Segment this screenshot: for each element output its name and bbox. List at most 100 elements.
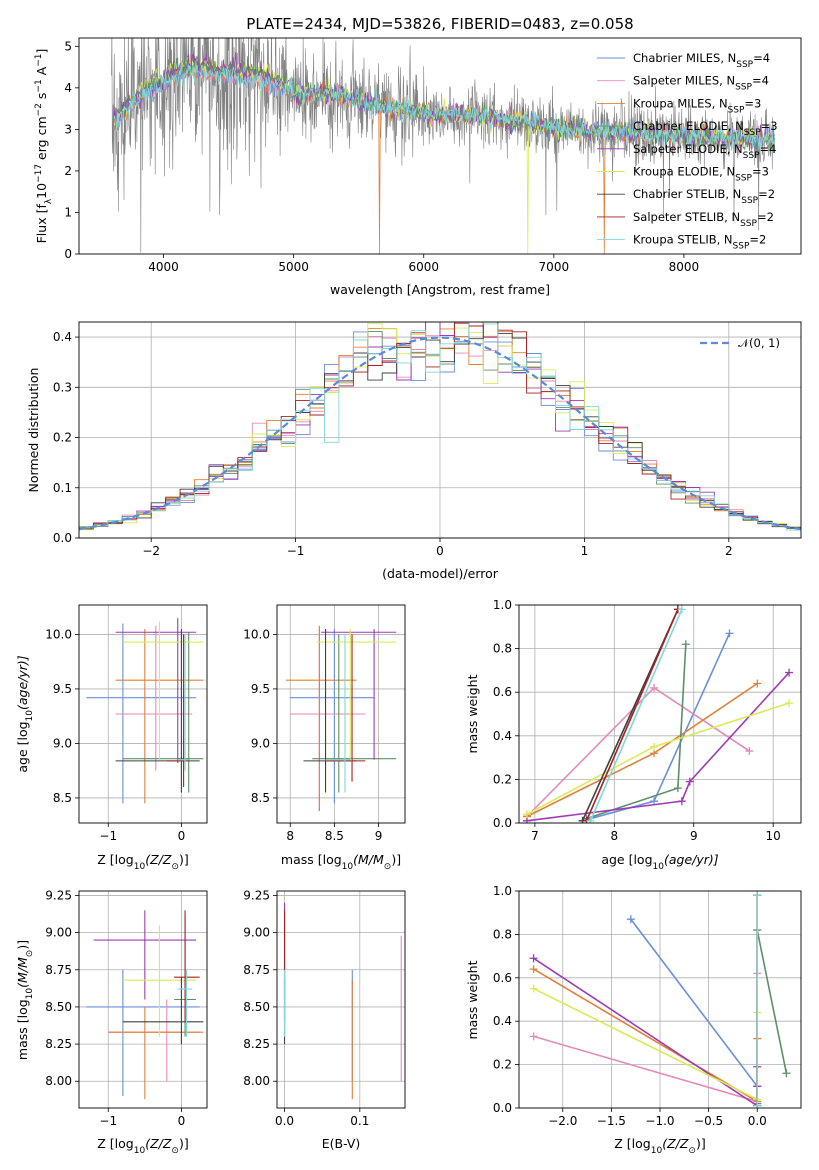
legend-entry: Chabrier MILES, NSSP=4 <box>633 51 770 70</box>
age-mass-x-axis-label-part: )] <box>391 852 401 867</box>
y-tick-label: 0 <box>64 247 72 261</box>
y-tick-label: 8.00 <box>243 1074 270 1088</box>
x-tick-label: −1.0 <box>645 1114 674 1128</box>
y-tick-label: 9.5 <box>53 682 72 696</box>
x-tick-label: −0.5 <box>694 1114 723 1128</box>
mass-Z-x-axis-label-part: Z [log <box>97 1136 133 1151</box>
legend-entry-part: SSP <box>736 60 753 70</box>
panel-age-vs-Z: −1 08.59.09.510.0Z [log10(Z/Z⊙)]age [log1… <box>15 604 208 872</box>
y-tick-label: 9.25 <box>45 888 72 902</box>
y-tick-label: 10.0 <box>45 627 72 641</box>
weight-age-y-axis-label: mass weight <box>465 674 480 753</box>
y-tick-label: 9.0 <box>251 736 270 750</box>
y-tick-label: 8.25 <box>45 1037 72 1051</box>
legend-entry-part: Salpeter STELIB, N <box>633 210 740 224</box>
age-mass-x-axis-label: mass [log10(M/M⊙)] <box>281 852 401 872</box>
mass-Z-x-axis-label-part: )] <box>179 1136 189 1151</box>
spectrum-y-axis-label-part: ] <box>34 49 49 54</box>
y-tick-label: 0.2 <box>53 431 72 445</box>
x-tick-label: 0.0 <box>748 1114 767 1128</box>
weight-Z-y-axis-label: mass weight <box>465 960 480 1039</box>
x-tick-label: −2 <box>142 544 160 558</box>
spectrum-y-axis-label-part: −17 <box>34 164 44 183</box>
panel-mass-vs-Z: −1 08.008.258.508.759.009.25Z [log10(Z/Z⊙… <box>15 888 208 1156</box>
y-tick-label: 9.5 <box>251 682 270 696</box>
spectrum-y-axis-label: Flux [fλ10−17 erg cm−2 s−1 A−1] <box>34 49 54 244</box>
weight-point-marker <box>785 699 794 708</box>
legend-entry-part: SSP <box>733 242 750 252</box>
x-tick-label: −1 <box>99 1114 117 1128</box>
weight-point-marker <box>753 891 762 900</box>
x-tick-label: −2.0 <box>548 1114 577 1128</box>
x-tick-label: 6000 <box>408 260 439 274</box>
x-tick-label: 0.1 <box>350 1114 369 1128</box>
weight-point-marker <box>753 1101 762 1108</box>
plot-area <box>79 322 801 533</box>
weight-point-marker <box>626 915 635 924</box>
residual-y-axis-label-part: Normed distribution <box>26 368 41 493</box>
weight-point-marker <box>529 984 538 993</box>
legend-entry-part: SSP <box>735 174 752 184</box>
y-tick-label: 0.3 <box>53 380 72 394</box>
legend-entry-part: Chabrier ELODIE, N <box>633 119 744 133</box>
mass-Z-y-axis-label-part: ⊙ <box>25 950 35 958</box>
age-Z-x-axis-label-part: ⊙ <box>171 862 179 872</box>
legend-entry-part: =4 <box>753 51 770 65</box>
y-tick-label: 1 <box>64 205 72 219</box>
mass-Z-y-axis-label: mass [log10(M/M⊙)] <box>15 940 35 1060</box>
legend-entry-part: =4 <box>752 74 769 88</box>
legend-entry: Chabrier ELODIE, NSSP=3 <box>633 119 778 138</box>
x-tick-label: 1 <box>581 544 589 558</box>
weight-series-line <box>756 929 788 1104</box>
mass-Z-y-axis-label-part: mass [log <box>15 999 30 1060</box>
spectrum-y-axis-label-part: A <box>34 66 49 79</box>
spectrum-y-axis-label-part: erg cm <box>34 116 49 164</box>
y-tick-label: 0.8 <box>493 642 512 656</box>
legend-entry-part: =3 <box>744 96 761 110</box>
legend-entry-part: SSP <box>741 196 758 206</box>
weight-point-marker <box>529 954 538 963</box>
spectrum-title: PLATE=2434, MJD=53826, FIBERID=0483, z=0… <box>246 15 633 33</box>
plot-area <box>283 902 402 1100</box>
weight-series-line <box>533 968 758 1103</box>
y-tick-label: 9.0 <box>53 736 72 750</box>
legend-entry-part: SSP <box>735 83 752 93</box>
weight-Z-x-axis-label-part: ⊙ <box>688 1146 696 1156</box>
legend-entry: Salpeter STELIB, NSSP=2 <box>633 210 774 229</box>
weight-point-marker <box>677 605 686 614</box>
mass-ebv-x-axis-label: E(B-V) <box>322 1136 361 1151</box>
weight-series-line <box>586 644 687 820</box>
y-tick-label: 8.50 <box>45 1000 72 1014</box>
spectrum-y-axis-label-part: λ <box>44 198 54 204</box>
weight-point-marker <box>725 629 734 638</box>
spectrum-y-axis-label-part: s <box>34 93 49 104</box>
spectrum-x-axis-label: wavelength [Angstrom, rest frame] <box>330 282 550 297</box>
y-tick-label: 0.2 <box>493 772 512 786</box>
grid <box>519 890 801 1109</box>
y-tick-label: 0.4 <box>493 1014 512 1028</box>
mass-Z-x-axis-label-part: ⊙ <box>171 1146 179 1156</box>
weight-Z-x-axis-label-part: Z [log <box>614 1136 650 1151</box>
axes-frame <box>518 890 802 1109</box>
x-tick-label: 0 <box>178 829 186 843</box>
age-Z-x-axis-label-part: 10 <box>134 862 146 872</box>
residual-y-axis-label: Normed distribution <box>26 368 41 493</box>
y-tick-label: 8.25 <box>243 1037 270 1051</box>
legend-entry-part: =2 <box>758 187 775 201</box>
weight-age-x-axis-label-part: age [log <box>601 852 652 867</box>
age-Z-x-axis-label: Z [log10(Z/Z⊙)] <box>97 852 188 872</box>
x-tick-label: 10 <box>766 829 781 843</box>
legend-entry: 𝒩(0, 1) <box>738 336 780 350</box>
panel-weight-vs-Z: −2.0 −1.5 −1.0 −0.5 0.0 0.0 0.2 0.4 0.6 0.8 1.0 Z [… <box>465 884 802 1156</box>
mass-Z-y-axis-label-part: (M/M <box>15 957 30 988</box>
x-tick-label: 8.5 <box>325 829 344 843</box>
spectrum-y-axis-label-part: 10 <box>34 183 49 199</box>
y-tick-label: 1.0 <box>493 598 512 612</box>
weight-point-marker <box>673 784 682 793</box>
legend-entry-part: =3 <box>752 165 769 179</box>
weight-series-line <box>533 957 758 1108</box>
legend-entry-part: =4 <box>760 142 777 156</box>
weight-point-marker <box>650 797 659 806</box>
